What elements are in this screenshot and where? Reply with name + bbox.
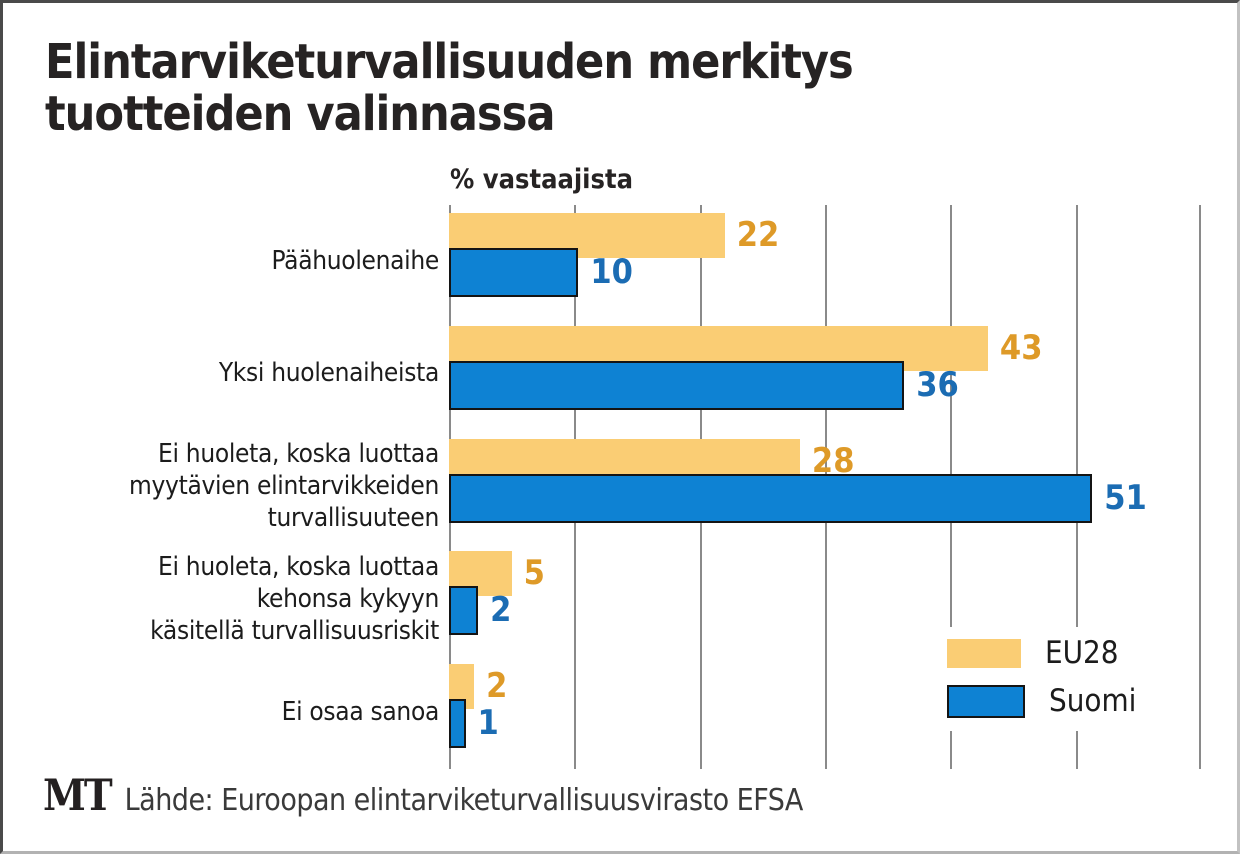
value-label-suomi: 10 bbox=[590, 252, 633, 292]
category-label: Ei huoleta, koska luottaa myytävien elint… bbox=[129, 439, 439, 533]
legend-item-suomi: Suomi bbox=[947, 683, 1136, 719]
gridline bbox=[1199, 205, 1201, 769]
legend: EU28 Suomi bbox=[931, 627, 1153, 731]
mt-logo: MT bbox=[43, 771, 113, 821]
chart-title-line2: tuotteiden valinnassa bbox=[45, 85, 555, 142]
legend-label-eu28: EU28 bbox=[1045, 635, 1119, 671]
suomi-color-swatch bbox=[947, 684, 1025, 718]
plot-area: 22 10 43 36 28 51 5 2 2 1 bbox=[449, 205, 1201, 769]
bar-suomi bbox=[449, 473, 1093, 523]
value-label-suomi: 1 bbox=[477, 703, 499, 744]
value-label-eu28: 2 bbox=[486, 666, 508, 707]
bar-suomi bbox=[449, 586, 479, 636]
category-label: Päähuolenaihe bbox=[271, 245, 440, 276]
value-label-eu28: 5 bbox=[523, 553, 545, 594]
value-label-eu28: 22 bbox=[736, 215, 780, 255]
bar-group: 43 36 bbox=[449, 318, 1201, 431]
category-label: Yksi huolenaiheista bbox=[218, 358, 439, 389]
value-label-suomi: 51 bbox=[1104, 477, 1147, 518]
value-label-eu28: 43 bbox=[999, 327, 1043, 368]
value-label-suomi: 36 bbox=[916, 364, 959, 405]
eu28-color-swatch bbox=[947, 638, 1021, 668]
legend-item-eu28: EU28 bbox=[947, 635, 1136, 671]
footer: MT Lähde: Euroopan elintarviketurvallisu… bbox=[43, 771, 803, 821]
axis-unit-label: % vastaajista bbox=[450, 164, 633, 195]
bar-group: 22 10 bbox=[449, 205, 1201, 318]
category-label: Ei osaa sanoa bbox=[281, 696, 440, 727]
bar-suomi bbox=[449, 248, 579, 297]
chart-title: Elintarviketurvallisuuden merkitys tuotte… bbox=[45, 34, 854, 142]
bar-suomi bbox=[449, 360, 905, 410]
value-label-suomi: 2 bbox=[490, 590, 512, 631]
category-label: Ei huoleta, koska luottaa kehonsa kykyyn k… bbox=[150, 552, 439, 646]
bar-suomi bbox=[449, 699, 466, 749]
bar-group: 28 51 bbox=[449, 431, 1201, 544]
legend-label-suomi: Suomi bbox=[1049, 683, 1137, 719]
source-text: Lähde: Euroopan elintarviketurvallisuusv… bbox=[124, 783, 804, 818]
category-label-column: Päähuolenaihe Yksi huolenaiheista Ei huole… bbox=[17, 205, 439, 769]
chart-title-line1: Elintarviketurvallisuuden merkitys bbox=[45, 34, 854, 90]
